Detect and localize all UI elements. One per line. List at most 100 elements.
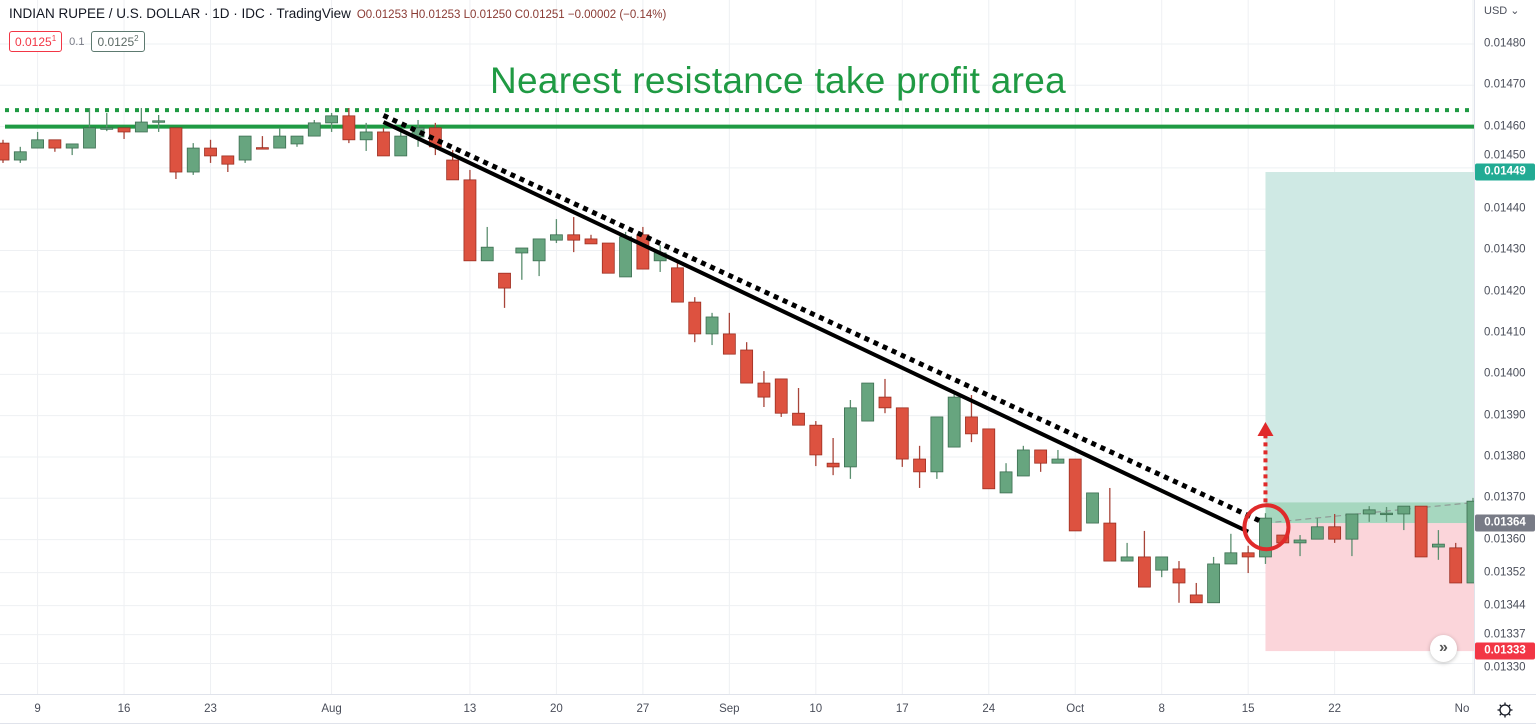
candle-body: [204, 147, 217, 157]
gear-icon[interactable]: [1496, 701, 1514, 719]
candle-up: [1120, 542, 1134, 562]
candle-body: [1328, 526, 1342, 540]
target-price-label[interactable]: 0.01449: [1475, 163, 1535, 181]
candle-down: [169, 127, 183, 180]
resistance-annotation-text[interactable]: Nearest resistance take profit area: [490, 60, 1067, 101]
sell-button[interactable]: 0.01251: [9, 31, 63, 52]
candle-down: [221, 155, 235, 173]
candle-down: [0, 139, 10, 163]
candle-body: [83, 127, 96, 149]
candle-body: [1189, 594, 1203, 604]
candle-down: [567, 217, 581, 253]
candle-body: [1120, 556, 1134, 562]
price-tick-label: 0.01430: [1484, 243, 1526, 256]
scroll-to-realtime-button[interactable]: »: [1430, 635, 1457, 662]
candle-body: [550, 234, 563, 241]
downtrend-dotted-line[interactable]: [382, 113, 1264, 525]
candle-up: [1155, 556, 1169, 578]
candle-up: [930, 416, 944, 479]
candle-body: [982, 428, 996, 490]
candle-down: [1034, 449, 1048, 472]
candle-body: [1086, 492, 1099, 524]
candle-body: [1172, 568, 1186, 584]
candle-body: [584, 238, 598, 245]
price-tick-label: 0.01480: [1484, 37, 1526, 50]
time-tick-label: Sep: [719, 703, 740, 715]
price-axis[interactable]: USD ⌄ 0.01480 0.01470 0.01460 0.01450 0.0144…: [1474, 0, 1536, 694]
candle-up: [1086, 492, 1099, 524]
currency-selector[interactable]: USD ⌄: [1484, 5, 1520, 17]
candle-down: [1172, 561, 1186, 603]
trendlines[interactable]: [382, 113, 1264, 534]
time-tick-label: 20: [550, 703, 563, 715]
buy-button[interactable]: 0.01252: [91, 31, 145, 52]
breakout-annotations[interactable]: [1242, 421, 1291, 552]
target-zone[interactable]: [1265, 172, 1474, 524]
candle-body: [463, 179, 477, 262]
candle-body: [792, 412, 805, 426]
candle-body: [100, 127, 114, 130]
entry-price-label[interactable]: 0.01364: [1475, 514, 1535, 532]
candle-body: [567, 234, 581, 241]
candle-down: [1414, 505, 1428, 558]
candle-up: [325, 112, 338, 132]
candle-body: [1103, 522, 1117, 562]
symbol-title[interactable]: INDIAN RUPEE / U.S. DOLLAR · 1D · IDC · …: [9, 6, 351, 21]
candle-up: [13, 146, 27, 163]
candle-body: [1068, 458, 1082, 532]
arrow-up-icon[interactable]: [1257, 421, 1274, 436]
candle-body: [1310, 526, 1324, 540]
candle-down: [792, 388, 805, 426]
candle-down: [1103, 487, 1117, 562]
long-position-tool[interactable]: [1265, 172, 1474, 652]
candle-up: [1016, 445, 1030, 477]
stop-price-label[interactable]: 0.01333: [1475, 642, 1535, 660]
candle-body: [619, 236, 632, 278]
price-tick-label: 0.01380: [1484, 450, 1526, 463]
candle-up: [1224, 533, 1238, 565]
candle-down: [1189, 582, 1203, 604]
breakout-circle[interactable]: [1242, 503, 1291, 552]
candle-body: [290, 135, 304, 145]
candle-body: [65, 143, 79, 149]
candle-body: [1051, 458, 1065, 464]
candle-up: [83, 107, 96, 149]
candle-body: [1155, 556, 1169, 571]
price-tick-label: 0.01400: [1484, 367, 1526, 380]
candle-body: [688, 301, 702, 335]
candle-body: [273, 135, 287, 149]
candle-down: [740, 342, 754, 384]
candle-body: [134, 121, 148, 133]
candle-up: [1466, 497, 1474, 584]
candle-down: [1328, 513, 1342, 543]
candle-body: [705, 316, 719, 335]
time-tick-label: No: [1454, 703, 1470, 715]
horizontal-lines[interactable]: [5, 108, 1474, 129]
price-tick-label: 0.01390: [1484, 409, 1526, 422]
candle-up: [532, 238, 546, 277]
candle-up: [1397, 505, 1411, 531]
candle-body: [1207, 563, 1220, 604]
time-tick-label: 10: [809, 703, 823, 715]
candle-body: [999, 471, 1013, 494]
time-axis[interactable]: 9 16 23 Aug 13 20 27 Sep 10 17 24 Oct 8 15 22 No: [0, 694, 1536, 724]
candle-up: [307, 119, 321, 137]
candle-down: [1241, 545, 1255, 574]
time-tick-label: 24: [982, 703, 996, 715]
candle-up: [1345, 513, 1359, 557]
candle-down: [1138, 530, 1151, 588]
candle-body: [740, 349, 754, 384]
candle-down: [498, 272, 511, 308]
candle-body: [359, 131, 373, 141]
candle-down: [463, 169, 477, 262]
candle-up: [480, 226, 494, 262]
candle-body: [844, 407, 857, 468]
downtrend-line[interactable]: [382, 120, 1250, 534]
price-tick-label: 0.01410: [1484, 326, 1526, 339]
sell-price: 0.0125: [15, 35, 52, 49]
candle-body: [377, 131, 390, 157]
candle-up: [619, 231, 632, 278]
price-chart[interactable]: [0, 0, 1474, 694]
candle-up: [65, 143, 79, 156]
candle-body: [826, 462, 840, 468]
